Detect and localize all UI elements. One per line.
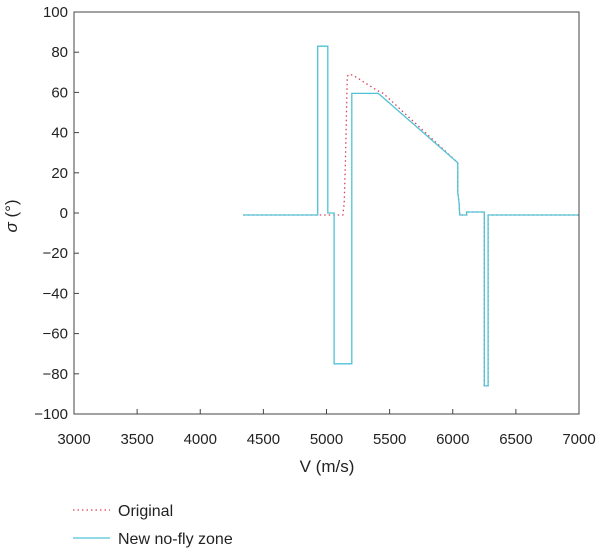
plot-frame (73, 11, 580, 415)
y-tick-label: 0 (60, 205, 68, 222)
y-tick-label: −40 (43, 285, 68, 302)
y-tick-label: 40 (51, 125, 68, 142)
series-line-original (243, 73, 579, 387)
x-tick-label: 3500 (120, 431, 153, 448)
x-tick-label: 4000 (184, 431, 217, 448)
y-axis-title-symbol: σ (2, 222, 21, 233)
y-tick-label: −60 (43, 326, 68, 343)
x-tick-label: 7000 (562, 431, 595, 448)
y-tick-labels: −100 −80 −60 −40 −20 0 20 40 60 80 100 (34, 4, 68, 423)
y-tick-label: 100 (43, 4, 68, 21)
series-line-new-no-fly-zone (243, 45, 579, 387)
x-tick-label: 5000 (310, 431, 343, 448)
y-tick-label: −20 (43, 245, 68, 262)
x-tick-label: 6000 (436, 431, 469, 448)
y-axis-title-unit: (°) (2, 199, 21, 222)
y-tick-label: −100 (34, 406, 68, 423)
x-tick-labels: 3000 3500 4000 4500 5000 5500 6000 6500 7000 (57, 431, 595, 448)
x-axis-title: V (m/s) (300, 457, 355, 476)
x-tick-label: 6500 (499, 431, 532, 448)
x-tick-label: 3000 (57, 431, 90, 448)
series-lines (243, 45, 579, 387)
legend-label-original: Original (118, 503, 173, 520)
tick-marks (73, 11, 580, 415)
y-axis-title: σ (°) (2, 199, 21, 232)
y-tick-label: 20 (51, 165, 68, 182)
x-tick-label: 4500 (247, 431, 280, 448)
legend-label-new-no-fly-zone: New no-fly zone (118, 531, 233, 548)
y-tick-label: −80 (43, 366, 68, 383)
x-tick-label: 5500 (373, 431, 406, 448)
y-tick-label: 80 (51, 44, 68, 61)
y-tick-label: 60 (51, 84, 68, 101)
legend: Original New no-fly zone (73, 503, 233, 548)
